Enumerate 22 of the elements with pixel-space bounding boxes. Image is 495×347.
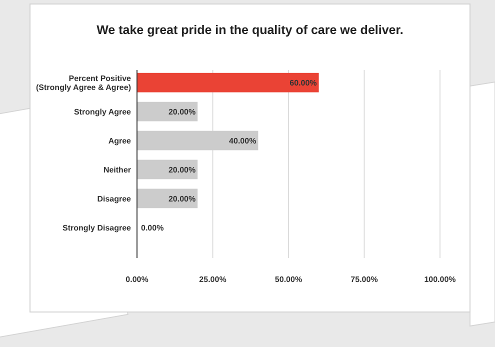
data-label: 20.00%	[168, 108, 196, 117]
y-tick-label: Strongly Disagree	[62, 223, 132, 232]
bar	[137, 188, 198, 208]
y-tick-label: Percent Positive (Strongly Agree & Agree)	[36, 74, 132, 92]
y-tick-label: Neither	[103, 165, 131, 174]
data-label: 20.00%	[168, 194, 196, 204]
bar	[137, 72, 319, 92]
y-tick-label: Disagree	[97, 194, 132, 204]
data-label: 20.00%	[168, 165, 196, 174]
x-tick-label: 50.00%	[274, 275, 302, 284]
y-tick-label: Strongly Agree	[74, 108, 132, 117]
data-label: 40.00%	[229, 136, 256, 146]
x-tick-label: 100.00%	[424, 275, 456, 284]
x-tick-label: 0.00%	[126, 275, 148, 284]
x-tick-label: 25.00%	[199, 275, 226, 284]
x-tick-label: 75.00%	[350, 275, 378, 284]
bar	[137, 102, 198, 122]
data-label: 60.00%	[290, 78, 317, 88]
bar	[137, 130, 258, 150]
data-label: 0.00%	[141, 223, 164, 232]
chart-title: We take great pride in the quality of care we deliver.	[96, 23, 404, 37]
y-tick-label: Agree	[108, 136, 132, 146]
